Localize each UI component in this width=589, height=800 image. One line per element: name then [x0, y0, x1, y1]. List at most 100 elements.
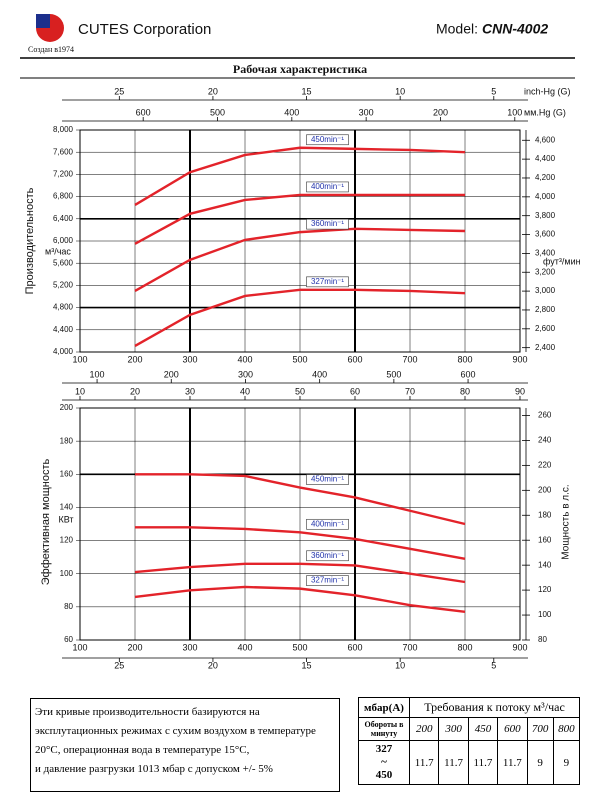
curve-label: 360min⁻¹ [311, 219, 344, 228]
y-tick-label: 8,000 [53, 125, 74, 134]
table-subheader: Обороты в минуту [358, 717, 410, 741]
secondary-tick-label: 15 [302, 86, 312, 96]
x-tick-label: 900 [512, 642, 527, 652]
since: Создан в1974 [28, 45, 74, 54]
y2-tick-label: 3,000 [535, 286, 556, 295]
y-tick-label: 5,200 [53, 281, 74, 290]
x-tick-label: 500 [292, 354, 307, 364]
curve-label-box [306, 518, 349, 530]
series-line [134, 146, 466, 206]
y2-tick-label: 220 [538, 460, 552, 469]
y2-tick-label: 120 [538, 585, 552, 594]
y-unit: КВт [58, 514, 73, 524]
secondary-tick-label: 50 [295, 386, 305, 396]
model-label: Model: [436, 21, 478, 37]
x-tick-label: 100 [72, 354, 87, 364]
x-tick-label: 300 [182, 354, 197, 364]
y-tick-label: 180 [60, 436, 74, 445]
table-cell: 9 [526, 740, 554, 785]
secondary-tick-label: 40 [240, 386, 250, 396]
y2-tick-label: 3,200 [535, 267, 556, 276]
table-cell: 11.7 [467, 740, 499, 785]
secondary-tick-label: 80 [460, 386, 470, 396]
table-cell: 9 [552, 740, 581, 785]
secondary-tick-label: 400 [312, 369, 327, 379]
y2-tick-label: 140 [538, 560, 552, 569]
curve-label-box [306, 474, 349, 485]
table-cell: 200 [408, 717, 440, 741]
x-tick-label: 900 [512, 354, 527, 364]
y2-tick-label: 2,600 [535, 324, 556, 333]
secondary-tick-label: 100 [90, 369, 105, 379]
y-tick-label: 4,000 [53, 347, 74, 356]
curve-label-box [306, 181, 349, 193]
y-unit: м³/час [45, 246, 71, 256]
table-cell: 11.7 [438, 740, 469, 785]
y2-tick-label: 260 [538, 411, 552, 420]
secondary-tick-label: 10 [395, 660, 405, 670]
secondary-tick-label: 15 [302, 660, 312, 670]
curve-label-box [306, 218, 349, 230]
x-tick-label: 800 [457, 642, 472, 652]
y-axis-label: Производительность [24, 187, 36, 294]
secondary-tick-label: 10 [75, 386, 85, 396]
x-tick-label: 800 [457, 354, 472, 364]
secondary-tick-label: 200 [164, 369, 179, 379]
series-line [134, 562, 466, 584]
secondary-axis-label: мм.Hg (G) [524, 107, 566, 117]
curve-label: 450min⁻¹ [311, 135, 344, 144]
y2-axis-label: Мощность в л.с. [561, 484, 572, 559]
curve-label-box [306, 550, 349, 562]
secondary-tick-label: 5 [491, 86, 496, 96]
x-tick-label: 100 [72, 642, 87, 652]
secondary-tick-label: 25 [114, 660, 124, 670]
secondary-axis-label: inch-Hg (G) [524, 86, 571, 96]
secondary-tick-label: 200 [433, 107, 448, 117]
y-tick-label: 140 [60, 503, 74, 512]
table-cell: 300 [438, 717, 469, 741]
y-tick-label: 4,400 [53, 325, 74, 334]
y2-tick-label: 4,000 [535, 192, 556, 201]
y2-tick-label: 3,400 [535, 249, 556, 258]
y-axis-label: Эффективная мощность [40, 458, 52, 585]
secondary-tick-label: 10 [395, 86, 405, 96]
x-tick-label: 400 [237, 642, 252, 652]
curve-label-box [306, 575, 349, 586]
footnote-line: и давление разгрузки 1013 мбар с допуско… [35, 763, 273, 775]
secondary-tick-label: 30 [185, 386, 195, 396]
y2-unit: фут³/мин [543, 256, 581, 266]
y2-tick-label: 100 [538, 610, 552, 619]
curve-label: 327min⁻¹ [311, 576, 344, 585]
y-tick-label: 6,800 [53, 192, 74, 201]
logo-square [36, 14, 50, 28]
secondary-tick-label: 600 [461, 369, 476, 379]
model: CNN-4002 [482, 21, 548, 37]
curve-label: 400min⁻¹ [311, 182, 344, 191]
y-tick-label: 6,000 [53, 236, 74, 245]
x-tick-label: 600 [347, 354, 362, 364]
footnote-line: эксплутационных режимах с сухим воздухом… [35, 725, 316, 737]
series-line [134, 193, 465, 245]
y-tick-label: 6,400 [53, 214, 74, 223]
secondary-tick-label: 400 [284, 107, 299, 117]
rpm: ~ [381, 756, 387, 768]
y2-tick-label: 2,800 [535, 305, 556, 314]
y2-tick-label: 3,600 [535, 230, 556, 239]
y2-tick-label: 4,200 [535, 173, 556, 182]
table-header: Требования к потоку м³/час [409, 697, 580, 718]
y-tick-label: 60 [64, 635, 73, 644]
chart: CUTES Corporation Создан в1974 Model: CN… [20, 14, 581, 670]
y2-tick-label: 3,800 [535, 211, 556, 220]
secondary-tick-label: 20 [208, 86, 218, 96]
chart-title: Рабочая характеристика [233, 62, 367, 76]
series-line [134, 227, 466, 292]
table-cell: 11.7 [408, 740, 440, 785]
series-line [134, 288, 466, 347]
curve-label-box [306, 276, 349, 288]
flow-table: мбар(A) Требования к потоку м³/час Оборот… [358, 697, 581, 785]
y2-tick-label: 4,600 [535, 135, 556, 144]
y-tick-label: 4,800 [53, 303, 74, 312]
y2-tick-label: 80 [538, 635, 547, 644]
y2-tick-label: 200 [538, 485, 552, 494]
